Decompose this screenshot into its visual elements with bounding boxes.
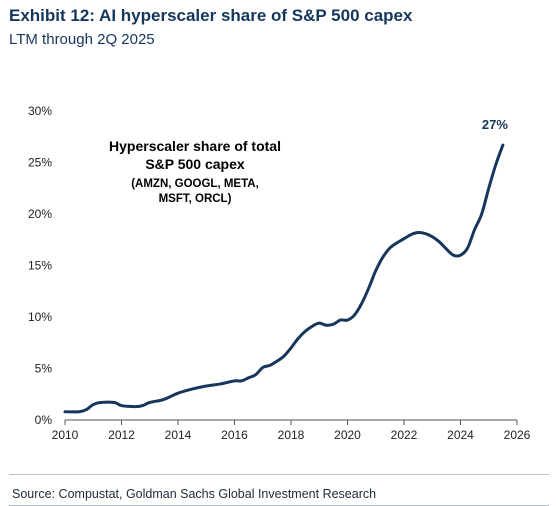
x-tick-label: 2024 bbox=[447, 428, 474, 442]
data-point bbox=[367, 287, 369, 289]
y-tick-label: 30% bbox=[28, 104, 52, 118]
end-value-label: 27% bbox=[482, 117, 508, 132]
y-tick-label: 10% bbox=[28, 310, 52, 324]
data-point bbox=[276, 360, 278, 362]
data-point bbox=[502, 144, 504, 146]
source-divider bbox=[9, 474, 549, 475]
data-point bbox=[480, 213, 482, 215]
annotation-line: Hyperscaler share of total bbox=[109, 138, 281, 154]
data-point bbox=[396, 242, 398, 244]
data-point bbox=[163, 398, 165, 400]
data-point bbox=[410, 233, 412, 235]
exhibit-subtitle: LTM through 2Q 2025 bbox=[9, 31, 155, 48]
y-tick-label: 5% bbox=[35, 362, 53, 376]
data-point bbox=[417, 231, 419, 233]
data-point bbox=[389, 247, 391, 249]
data-point bbox=[445, 248, 447, 250]
data-point bbox=[177, 392, 179, 394]
x-tick-label: 2022 bbox=[391, 428, 418, 442]
data-point bbox=[304, 330, 306, 332]
data-point bbox=[332, 323, 334, 325]
data-point bbox=[205, 385, 207, 387]
data-point bbox=[431, 235, 433, 237]
data-point bbox=[141, 404, 143, 406]
data-point bbox=[64, 411, 66, 413]
x-tick-label: 2018 bbox=[278, 428, 305, 442]
data-point bbox=[403, 238, 405, 240]
data-point bbox=[120, 404, 122, 406]
data-point bbox=[495, 163, 497, 165]
annotation-subline: MSFT, ORCL) bbox=[159, 193, 232, 205]
data-point bbox=[283, 355, 285, 357]
data-point bbox=[325, 324, 327, 326]
data-point bbox=[297, 337, 299, 339]
y-tick-label: 20% bbox=[28, 207, 52, 221]
y-tick-label: 25% bbox=[28, 156, 52, 170]
data-point bbox=[353, 314, 355, 316]
data-point bbox=[113, 401, 115, 403]
data-point bbox=[438, 241, 440, 243]
data-point bbox=[262, 366, 264, 368]
y-tick-label: 0% bbox=[35, 413, 53, 427]
y-tick-label: 15% bbox=[28, 259, 52, 273]
data-point bbox=[311, 325, 313, 327]
annotation-subline: (AMZN, GOOGL, META, bbox=[131, 178, 259, 190]
x-tick-label: 2012 bbox=[108, 428, 135, 442]
data-point bbox=[346, 319, 348, 321]
chart-series: 27% bbox=[63, 117, 508, 414]
data-point bbox=[219, 383, 221, 385]
data-point bbox=[233, 380, 235, 382]
series-line bbox=[63, 143, 505, 414]
data-point bbox=[290, 347, 292, 349]
data-point bbox=[382, 256, 384, 258]
data-point bbox=[247, 377, 249, 379]
x-tick-label: 2016 bbox=[221, 428, 248, 442]
data-point bbox=[318, 322, 320, 324]
x-tick-label: 2026 bbox=[504, 428, 531, 442]
data-point bbox=[375, 269, 377, 271]
data-point bbox=[466, 247, 468, 249]
data-point bbox=[473, 228, 475, 230]
chart-annotation: Hyperscaler share of total S&P 500 capex (… bbox=[109, 138, 281, 205]
data-point bbox=[424, 232, 426, 234]
data-point bbox=[254, 373, 256, 375]
source-note: Source: Compustat, Goldman Sachs Global … bbox=[12, 487, 377, 501]
data-point bbox=[269, 364, 271, 366]
data-point bbox=[339, 319, 341, 321]
x-tick-label: 2010 bbox=[52, 428, 79, 442]
data-point bbox=[99, 401, 101, 403]
data-point bbox=[360, 302, 362, 304]
data-point bbox=[134, 405, 136, 407]
data-point bbox=[191, 388, 193, 390]
data-point bbox=[488, 187, 490, 189]
annotation-line: S&P 500 capex bbox=[145, 156, 245, 172]
data-point bbox=[240, 380, 242, 382]
data-point bbox=[459, 254, 461, 256]
chart-axes: 2010 2012 2014 2016 2018 2020 2022 2024 2026 0% 5%… bbox=[28, 104, 531, 442]
data-point bbox=[452, 254, 454, 256]
exhibit-title: Exhibit 12: AI hyperscaler share of S&P … bbox=[9, 6, 413, 25]
x-tick-label: 2020 bbox=[334, 428, 361, 442]
data-point bbox=[85, 409, 87, 411]
data-point bbox=[149, 401, 151, 403]
data-point bbox=[92, 403, 94, 405]
data-point bbox=[78, 411, 80, 413]
x-tick-label: 2014 bbox=[165, 428, 192, 442]
